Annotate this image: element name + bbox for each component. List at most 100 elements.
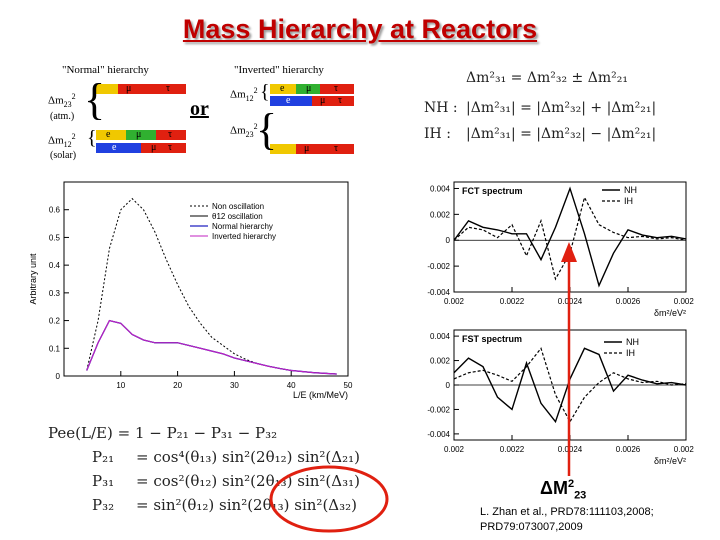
y-axis-label: Arbitrary unit [30,253,38,305]
x-axis-label: δm²/eV² [654,456,686,466]
flavor-tau-label: τ [168,142,173,153]
prob-p31-lhs: P₃₁ [92,472,115,490]
relation-dm31: Δm²₃₁ = Δm²₃₂ ± Δm²₂₁ [466,70,628,86]
spectrum-chart-plot: 10 20 30 40 50 0 0.1 0.2 0.3 0.4 0.5 0.6 Non oscilla… [30,181,353,400]
flavor-e-label: e [106,129,111,140]
flavor-mu-label: μ [320,95,326,106]
highlight-ellipse [269,465,389,533]
normal-bar-m2: e μ τ [96,130,186,140]
prob-p21-rhs: = cos⁴(θ₁₃) sin²(2θ₁₂) sin²(Δ₂₁) [136,448,360,466]
flavor-e-label: e [112,142,117,153]
x-tick-label: 50 [344,381,353,390]
normal-atm-label: (atm.) [50,111,75,122]
y-tick-label: 0 [446,236,451,245]
y-tick-label: 0.4 [49,261,61,270]
flavor-e-label: e [280,83,285,94]
inverted-brace-large: { [256,105,278,154]
plot-frame [63,181,349,377]
normal-brace-small: { [87,127,97,149]
series-line-1 [86,319,337,375]
x-tick-label: 0.0022 [500,445,525,454]
x-tick-label: 0.0028 [674,297,694,306]
x-tick-label: 0.0026 [616,445,641,454]
y-tick-label: 0.004 [430,184,451,193]
spectrum-chart: 10 20 30 40 50 0 0.1 0.2 0.3 0.4 0.5 0.6 Non oscilla… [30,181,353,400]
prob-p32-lhs: P₃₂ [92,496,115,514]
normal-brace-large: { [84,75,106,124]
x-tick-label: 40 [287,381,296,390]
relation-nh-label: NH : [424,100,458,116]
normal-bar-m3: μ τ [96,84,186,94]
legend-entry: IH [626,348,635,358]
legend-entry: NH [626,337,639,347]
prob-pee: Pee(L/E) = 1 − P₂₁ − P₃₁ − P₃₂ [48,424,278,442]
legend-entry: Normal hierarchy [212,222,273,231]
normal-dm12-label: Δm122 [48,132,76,149]
prob-p21-lhs: P₂₁ [92,448,115,466]
legend-entry: Non oscillation [212,202,264,211]
x-tick-label: 0.002 [444,445,465,454]
normal-dm23-label: Δm232 [48,92,76,109]
chart-title: FST spectrum [462,334,522,344]
flavor-mu-label: μ [136,129,142,140]
x-tick-label: 30 [230,381,239,390]
y-tick-label: 0.1 [49,344,61,353]
y-tick-label: 0 [56,372,61,381]
legend-entry: Inverted hierarchy [212,232,276,241]
y-tick-label: 0.5 [49,233,61,242]
flavor-mu-label: μ [306,83,312,94]
relation-ih-label: IH : [424,126,451,142]
relation-ih: |Δm²₃₁| = |Δm²₃₂| − |Δm²₂₁| [466,126,657,142]
x-tick-label: 0.0022 [500,297,525,306]
x-tick-label: 0.0024 [558,297,583,306]
page-title: Mass Hierarchy at Reactors [182,14,538,44]
inverted-hierarchy-title: "Inverted" hierarchy [234,64,324,76]
y-tick-label: 0.002 [430,357,451,366]
prob-p32-rhs: = sin²(θ₁₂) sin²(2θ₁₃) sin²(Δ₃₂) [136,496,358,514]
flavor-mu-label: μ [126,83,132,94]
x-tick-label: 20 [173,381,182,390]
inverted-bar-m1: e μ τ [270,96,354,106]
inverted-dm12-label: Δm122 [230,86,258,103]
flavor-tau-label: τ [168,129,173,140]
reference-line-2: PRD79:073007,2009 [480,521,583,533]
flavor-tau-label: τ [334,83,339,94]
y-tick-label: -0.002 [427,405,450,414]
flavor-mu-label: μ [151,142,157,153]
legend-entry: θ12 oscillation [212,212,263,221]
y-tick-label: 0.004 [430,332,451,341]
legend-entry: IH [624,196,633,206]
y-tick-label: 0.002 [430,210,451,219]
legend-entry: NH [624,185,637,195]
flavor-mu-label: μ [304,143,310,154]
y-tick-label: 0.6 [49,206,61,215]
flavor-tau-label: τ [334,143,339,154]
series-line-2 [86,319,337,375]
normal-solar-label: (solar) [50,150,77,161]
relation-nh: |Δm²₃₁| = |Δm²₃₂| + |Δm²₂₁| [466,100,657,116]
fst-chart: 0.002 0.0022 0.0024 0.0026 0.0028 -0.004 -0.00… [427,329,694,466]
hierarchy-diagram: "Normal" hierarchy "Inverted" hierarchy … [44,58,356,164]
y-tick-label: -0.004 [427,430,450,439]
fct-chart-plot: 0.002 0.0022 0.0024 0.0026 0.0028 -0.004 -0.00… [427,181,694,318]
y-tick-label: -0.002 [427,262,450,271]
inverted-dm23-label: Δm232 [230,122,258,139]
prob-p31-rhs: = cos²(θ₁₂) sin²(2θ₁₃) sin²(Δ₃₁) [136,472,360,490]
reference-line-1: L. Zhan et al., PRD78:111103,2008; [480,506,654,518]
y-tick-label: 0 [446,381,451,390]
flavor-tau-label: τ [338,95,343,106]
or-label: or [190,98,209,120]
normal-hierarchy-title: "Normal" hierarchy [62,64,149,76]
inverted-bar-m2: e μ τ [270,84,354,94]
x-tick-label: 0.0028 [674,445,694,454]
chart-title: FCT spectrum [462,186,523,196]
x-axis-label: δm²/eV² [654,308,686,318]
fct-chart: 0.002 0.0022 0.0024 0.0026 0.0028 -0.004 -0.00… [427,181,694,318]
x-axis-label: L/E (km/MeV) [293,390,348,400]
x-tick-label: 0.0024 [558,445,583,454]
x-tick-label: 0.002 [444,297,465,306]
series-line-3 [86,319,337,375]
inverted-brace-small: { [260,81,270,103]
y-tick-label: 0.3 [49,289,61,298]
inverted-bar-m3: μ τ [270,144,354,154]
